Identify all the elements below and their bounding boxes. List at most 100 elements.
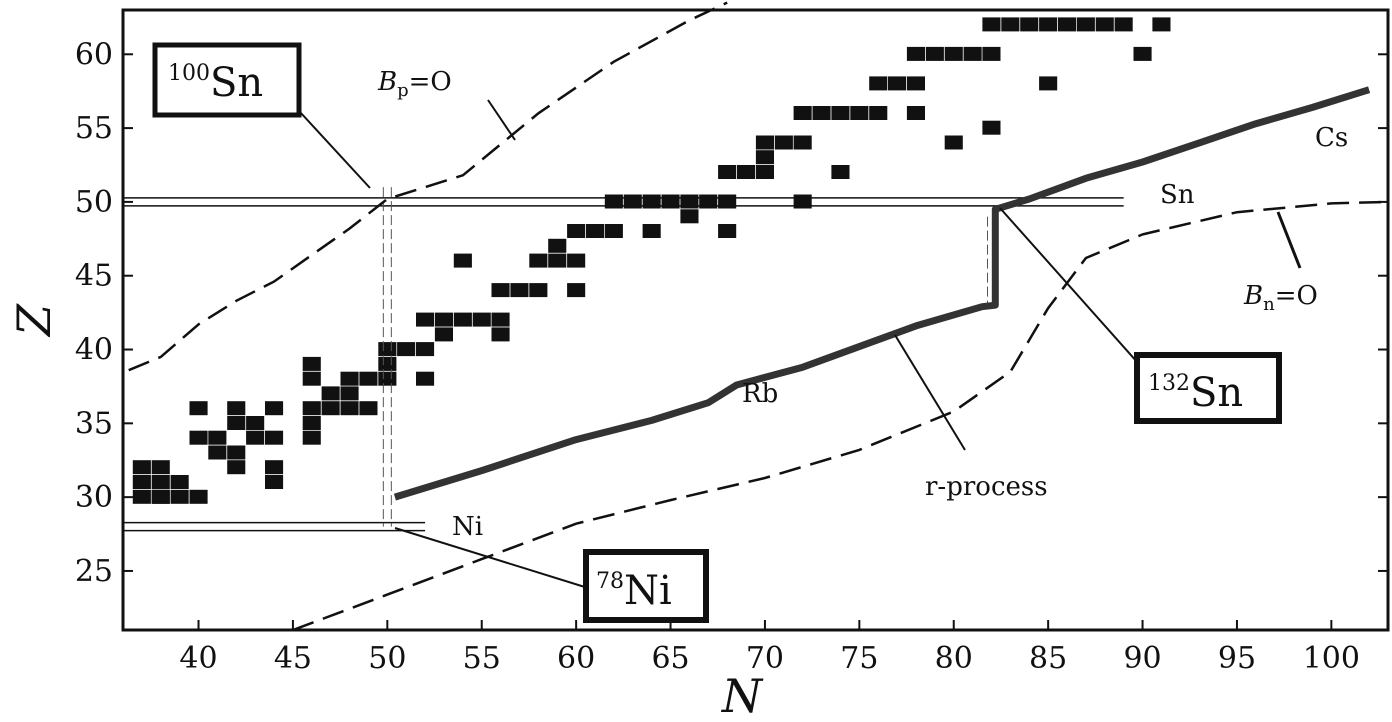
stable-nucleus-13 — [227, 445, 246, 460]
stable-nucleus-70 — [869, 106, 888, 120]
ni-shell-label: Ni — [452, 512, 483, 542]
stable-nucleus-22 — [302, 416, 321, 430]
stable-nucleus-5 — [151, 460, 170, 475]
x-tick-label-9: 85 — [1029, 641, 1067, 676]
x-tick-label-4: 60 — [557, 641, 595, 676]
stable-nucleus-3 — [151, 475, 170, 489]
stable-nucleus-29 — [340, 371, 359, 386]
sn100-mass: 100 — [168, 61, 210, 86]
x-tick-label-3: 55 — [463, 641, 501, 676]
stable-nucleus-81 — [1020, 17, 1039, 32]
stable-nucleus-25 — [321, 401, 340, 416]
bn-leader — [1276, 211, 1302, 269]
stable-nucleus-11 — [208, 430, 227, 445]
x-tick-label-12: 100 — [1303, 641, 1360, 676]
stable-nucleus-0 — [132, 489, 151, 504]
neutron-drip-line — [292, 200, 1389, 632]
r-process-leader — [894, 334, 966, 451]
stable-nucleus-4 — [132, 460, 151, 475]
y-tick-label-2: 35 — [75, 406, 113, 441]
sn132-symbol: Sn — [1190, 370, 1243, 416]
stable-nucleus-16 — [246, 430, 265, 445]
stable-nucleus-27 — [340, 401, 359, 416]
stable-nucleus-80 — [1001, 17, 1020, 32]
stable-nucleus-77 — [963, 46, 982, 61]
stable-nucleus-95 — [642, 224, 661, 238]
stable-nucleus-97 — [718, 224, 737, 238]
x-tick-label-8: 80 — [935, 641, 973, 676]
stable-nucleus-76 — [944, 46, 963, 61]
stable-nucleus-98 — [755, 150, 774, 165]
stable-nucleus-15 — [227, 401, 246, 416]
stable-nucleus-49 — [567, 253, 586, 268]
x-tick-label-10: 90 — [1123, 641, 1161, 676]
stable-nucleus-45 — [529, 283, 548, 298]
ni78-symbol: Ni — [624, 568, 672, 614]
stable-nucleus-12 — [227, 460, 246, 475]
stable-nucleus-2 — [132, 475, 151, 489]
stable-nucleus-84 — [1076, 17, 1095, 32]
r-process-label: r-process — [925, 472, 1048, 502]
stable-nucleus-37 — [416, 312, 435, 327]
stable-nucleus-74 — [906, 46, 925, 61]
stable-nucleus-105 — [1133, 46, 1152, 61]
y-tick-label-5: 50 — [75, 185, 113, 220]
x-tick-label-5: 65 — [651, 641, 689, 676]
bn-zero-label: Bn=O — [1243, 281, 1318, 315]
sn100-leader — [299, 111, 371, 189]
x-tick-label-1: 45 — [274, 641, 312, 676]
bp-zero-label: Bp=O — [377, 67, 452, 101]
stable-nucleus-85 — [1095, 17, 1114, 32]
stable-nucleus-50 — [567, 224, 586, 238]
y-tick-label-3: 40 — [75, 333, 113, 368]
stable-nucleus-46 — [529, 253, 548, 268]
stable-nucleus-30 — [359, 371, 378, 386]
stable-nucleus-71 — [869, 76, 888, 91]
svg-text:132Sn: 132Sn — [1148, 370, 1243, 416]
stable-nucleus-34 — [378, 342, 397, 357]
proton-drip-line — [128, 1, 728, 372]
stable-nucleus-40 — [453, 312, 472, 327]
stable-nucleus-17 — [246, 416, 265, 430]
sn-shell-label: Sn — [1160, 180, 1195, 210]
stable-nucleus-36 — [416, 342, 435, 357]
stable-nucleus-62 — [755, 165, 774, 179]
stable-nucleus-64 — [774, 135, 793, 150]
ni78-mass: 78 — [596, 569, 624, 594]
x-axis-title: N — [721, 669, 764, 722]
ni78-leader — [394, 527, 589, 589]
stable-nucleus-68 — [831, 106, 850, 120]
x-tick-label-7: 75 — [840, 641, 878, 676]
stable-nucleus-96 — [680, 209, 699, 224]
stable-nucleus-32 — [378, 371, 397, 386]
stable-nucleus-44 — [510, 283, 529, 298]
sn132-leader — [999, 207, 1147, 373]
stable-nucleus-7 — [170, 475, 189, 489]
stable-nucleus-31 — [359, 401, 378, 416]
x-tick-label-6: 70 — [746, 641, 784, 676]
stable-nucleus-100 — [831, 165, 850, 179]
stable-nucleus-93 — [491, 327, 510, 342]
chart-axes: 40 45 50 55 60 65 70 75 80 85 90 95 100 25 30 35 40 45 50 5… — [75, 37, 1388, 676]
stable-nucleus-83 — [1058, 17, 1077, 32]
stable-nucleus-104 — [1039, 76, 1058, 91]
cs-label: Cs — [1315, 123, 1348, 153]
stable-nucleus-67 — [812, 106, 831, 120]
y-tick-label-6: 55 — [75, 111, 113, 146]
ni78-label-box: 78Ni — [583, 549, 709, 623]
stable-nucleus-75 — [925, 46, 944, 61]
stable-nucleus-6 — [170, 489, 189, 504]
plot-frame — [121, 8, 1390, 632]
stable-nucleus-82 — [1039, 17, 1058, 32]
stable-nucleus-60 — [718, 165, 737, 179]
stable-nucleus-10 — [208, 445, 227, 460]
stable-nucleus-102 — [944, 135, 963, 150]
stable-nucleus-47 — [548, 253, 567, 268]
stable-nucleus-14 — [227, 416, 246, 430]
stable-nucleus-92 — [453, 253, 472, 268]
stable-nucleus-101 — [906, 106, 925, 120]
stable-nucleus-23 — [302, 401, 321, 416]
stable-nucleus-18 — [265, 460, 284, 475]
